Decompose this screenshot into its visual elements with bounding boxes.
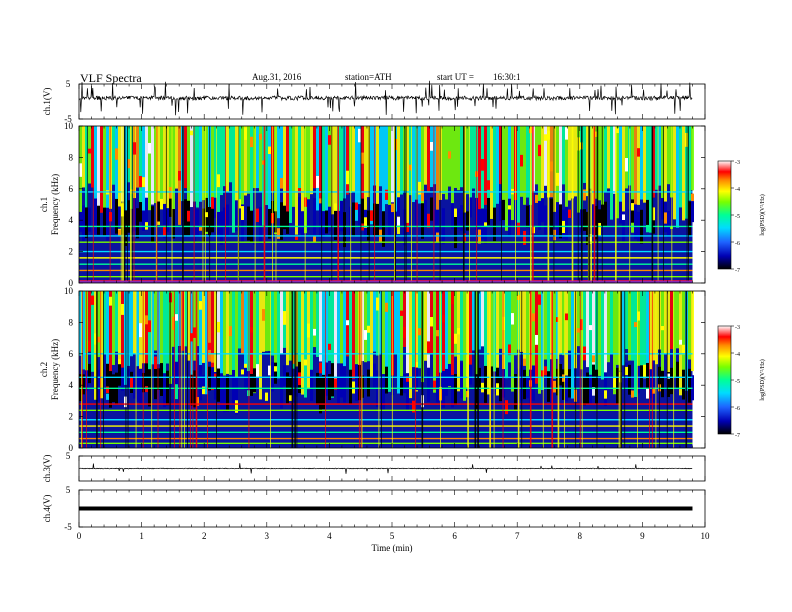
date-label: Aug.31, 2016 [252,72,302,82]
y-axis-label-channel: ch.2 [39,362,49,377]
ytick-label: 5 [66,485,71,495]
colorbar-tick-label: -3 [735,325,740,331]
y-axis-label: ch.4(V) [42,495,52,523]
xtick-label: 3 [265,531,270,541]
ytick-label: 6 [69,184,74,194]
xtick-label: 2 [202,531,207,541]
ytick-label: 0 [69,278,74,288]
ch1-waveform-panel [78,83,706,120]
spectrogram-ch2 [79,291,694,448]
ytick-label: 4 [69,380,74,390]
colorbar-tick-label: -3 [735,160,740,166]
ch1-spectrogram-panel [78,125,706,284]
station-label: station=ATH [345,72,392,82]
colorbar-ch2 [717,325,734,435]
ch2-spectrogram-panel [78,290,706,449]
ytick-label: 6 [69,349,74,359]
y-axis-label: ch.1(V) [42,88,52,116]
ytick-label: 8 [69,317,74,327]
ytick-label: 5 [66,79,71,89]
colorbar-tick-label: -4 [735,352,740,358]
xtick-label: 5 [390,531,395,541]
y-axis-label-frequency: Frequency (kHz) [50,339,60,400]
ytick-label: 2 [69,247,74,257]
colorbar-tick-label: -5 [735,379,740,385]
colorbar-ch1 [717,160,734,270]
colorbar-gradient [717,160,732,270]
xtick-label: 0 [77,531,82,541]
colorbar-label: log(PSD)(V²/Hz) [759,194,766,235]
colorbar-tick-label: -7 [735,433,740,439]
xtick-label: 4 [327,531,332,541]
figure-title: VLF Spectra [80,71,142,85]
colorbar-tick-label: -4 [735,187,740,193]
colorbar-gradient [717,325,732,435]
ytick-label: 2 [69,412,74,422]
colorbar-label: log(PSD)(V²/Hz) [759,359,766,400]
ytick-label: 4 [69,215,74,225]
xtick-label: 1 [139,531,144,541]
ch3-trace [78,463,693,474]
spectrogram-ch1 [79,126,694,283]
xtick-label: 10 [701,531,711,541]
y-axis-label: ch.3(V) [42,455,52,483]
start-ut-label: start UT = [437,72,474,82]
ch1-trace [78,80,693,116]
ytick-label: 0 [69,443,74,453]
ch4-waveform-panel [78,489,706,528]
xtick-label: 9 [640,531,645,541]
ytick-label: 5 [66,451,71,461]
xtick-label: 6 [452,531,457,541]
ytick-label: -5 [64,114,72,124]
y-axis-label-frequency: Frequency (kHz) [50,174,60,235]
xtick-label: 8 [578,531,583,541]
y-axis-label-channel: ch.1 [39,197,49,212]
ytick-label: 10 [64,121,74,131]
x-axis-label: Time (min) [372,543,413,553]
colorbar-tick-label: -6 [735,241,740,247]
ytick-label: -5 [64,522,72,532]
xtick-label: 7 [515,531,520,541]
start-ut-value: 16:30:1 [493,72,521,82]
colorbar-tick-label: -5 [735,214,740,220]
ytick-label: 10 [64,286,74,296]
ch3-waveform-panel [78,455,706,482]
ytick-label: 8 [69,152,74,162]
colorbar-tick-label: -7 [735,268,740,274]
colorbar-tick-label: -6 [735,406,740,412]
